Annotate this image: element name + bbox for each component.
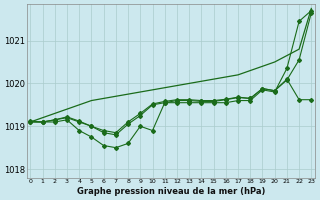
X-axis label: Graphe pression niveau de la mer (hPa): Graphe pression niveau de la mer (hPa) bbox=[77, 187, 265, 196]
